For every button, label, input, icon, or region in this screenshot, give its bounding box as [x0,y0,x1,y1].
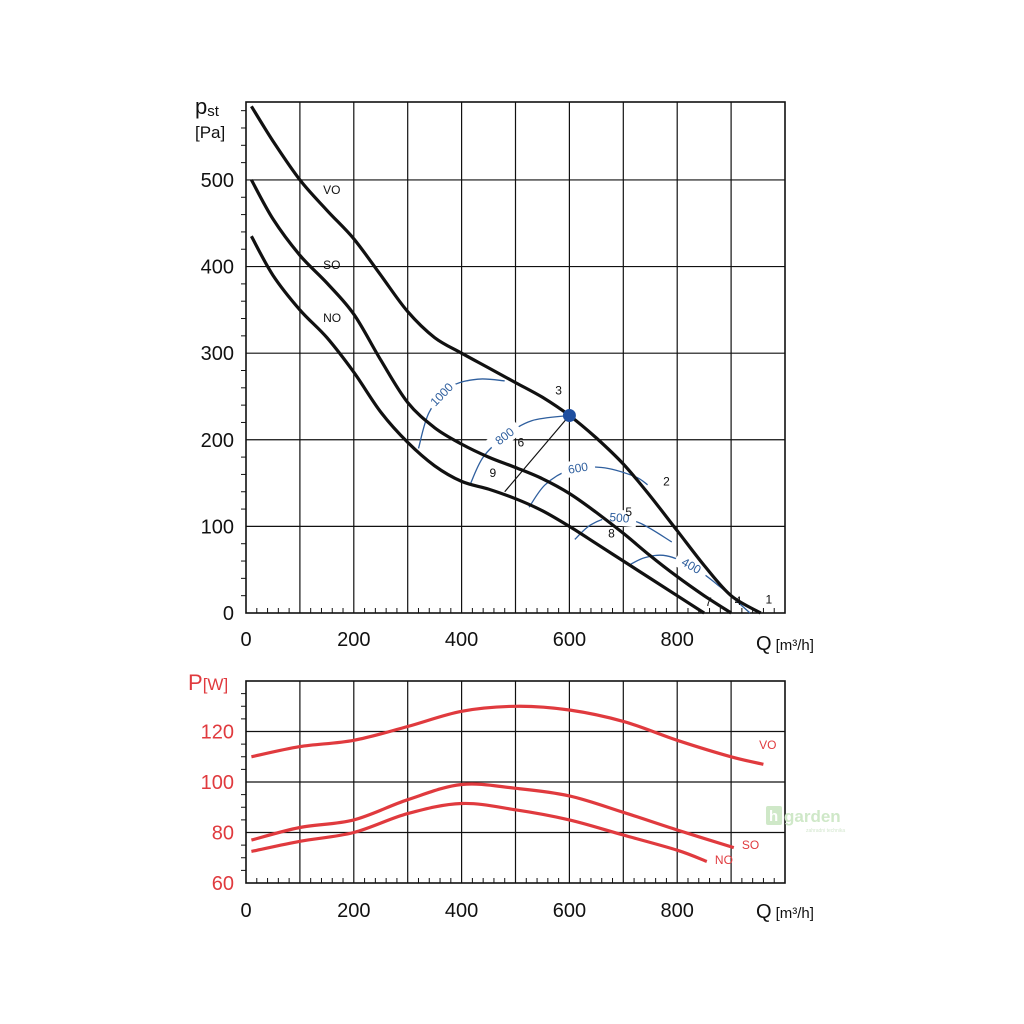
power-curve-label: SO [742,838,759,852]
watermark-logo-letter: h [769,808,778,825]
power-curve-label: VO [759,738,776,752]
isoline-label-bg [559,457,597,479]
pressure-y-tick-label: 500 [201,170,234,192]
pressure-curve-vo [250,105,762,615]
pressure-tick-labels: 0 200 400 600 800 0 100 200 300 400 500 [201,170,694,651]
pressure-y-tick-label: 0 [223,603,234,625]
isoline-label-bg [424,376,460,413]
pressure-x-title: Q [m³/h] [756,633,814,655]
operating-point-number: 1 [765,592,772,606]
pressure-x-tick-label: 800 [661,629,694,651]
power-y-tick-label: 80 [212,823,234,845]
pressure-x-tick-label: 200 [337,629,370,651]
isoline-label: 600 [567,460,589,477]
pressure-y-tick-label: 200 [201,430,234,452]
power-labels: VO SO NO [715,738,777,867]
pressure-curve-no [250,235,705,615]
operating-point-number: 5 [625,505,632,519]
operating-point-number: 6 [518,436,525,450]
power-grid [246,681,785,883]
pressure-plot-frame [245,101,786,614]
pressure-curve-label: SO [323,258,340,272]
pressure-y-title: pst [195,94,220,120]
operating-point-number: 3 [555,384,562,398]
power-x-tick-label: 200 [337,900,370,922]
power-x-title: Q [m³/h] [756,901,814,923]
power-curve-label: NO [715,853,733,867]
operating-point-marker [562,409,576,423]
power-x-tick-label: 600 [553,900,586,922]
pressure-curve-label: VO [323,183,340,197]
pressure-minor-ticks [241,110,775,613]
power-x-tick-label: 0 [240,900,251,922]
power-curve-no [251,801,708,863]
power-y-tick-label: 60 [212,873,234,895]
pressure-y-tick-label: 400 [201,257,234,279]
operating-point-number: 7 [705,595,712,609]
power-plot-frame [245,680,786,884]
operating-point-number: 4 [735,594,742,608]
pressure-curve-label: NO [323,311,341,325]
power-y-tick-label: 100 [201,772,234,794]
pressure-labels: VO SO NO 1 2 3 4 5 6 7 8 9 [323,183,772,609]
pressure-curve-so [250,179,732,615]
pressure-y-tick-label: 300 [201,343,234,365]
operating-line [504,415,570,493]
pressure-y-unit: [Pa] [195,123,225,142]
power-y-title: P[W] [188,670,228,695]
pressure-curves [250,105,762,615]
power-curve-so [250,782,735,850]
operating-point-number: 9 [490,466,497,480]
pressure-x-tick-label: 400 [445,629,478,651]
isoline-label: 500 [609,510,630,526]
pressure-x-tick-label: 0 [240,629,251,651]
power-chart: VO SO NO 0 200 400 600 800 60 80 100 120 P[W] Q [m³… [188,670,814,923]
watermark-brand: garden [784,807,841,826]
power-y-tick-label: 120 [201,722,234,744]
isoline-label-bg [672,550,711,582]
power-tick-labels: 0 200 400 600 800 60 80 100 120 [201,722,694,923]
operating-point-number: 2 [663,475,670,489]
pressure-grid [246,102,785,613]
watermark-tagline: zahradni technika [806,828,845,834]
power-curves [250,704,764,863]
operating-point-number: 8 [608,527,615,541]
power-minor-ticks [241,693,775,883]
brand-watermark: h garden zahradni technika [766,806,845,834]
isoline-label-bg [486,419,524,453]
pressure-y-tick-label: 100 [201,516,234,538]
watermark-logo-block [766,806,782,825]
pressure-x-tick-label: 600 [553,629,586,651]
power-x-tick-label: 800 [661,900,694,922]
power-x-tick-label: 400 [445,900,478,922]
power-curve-vo [251,704,764,766]
